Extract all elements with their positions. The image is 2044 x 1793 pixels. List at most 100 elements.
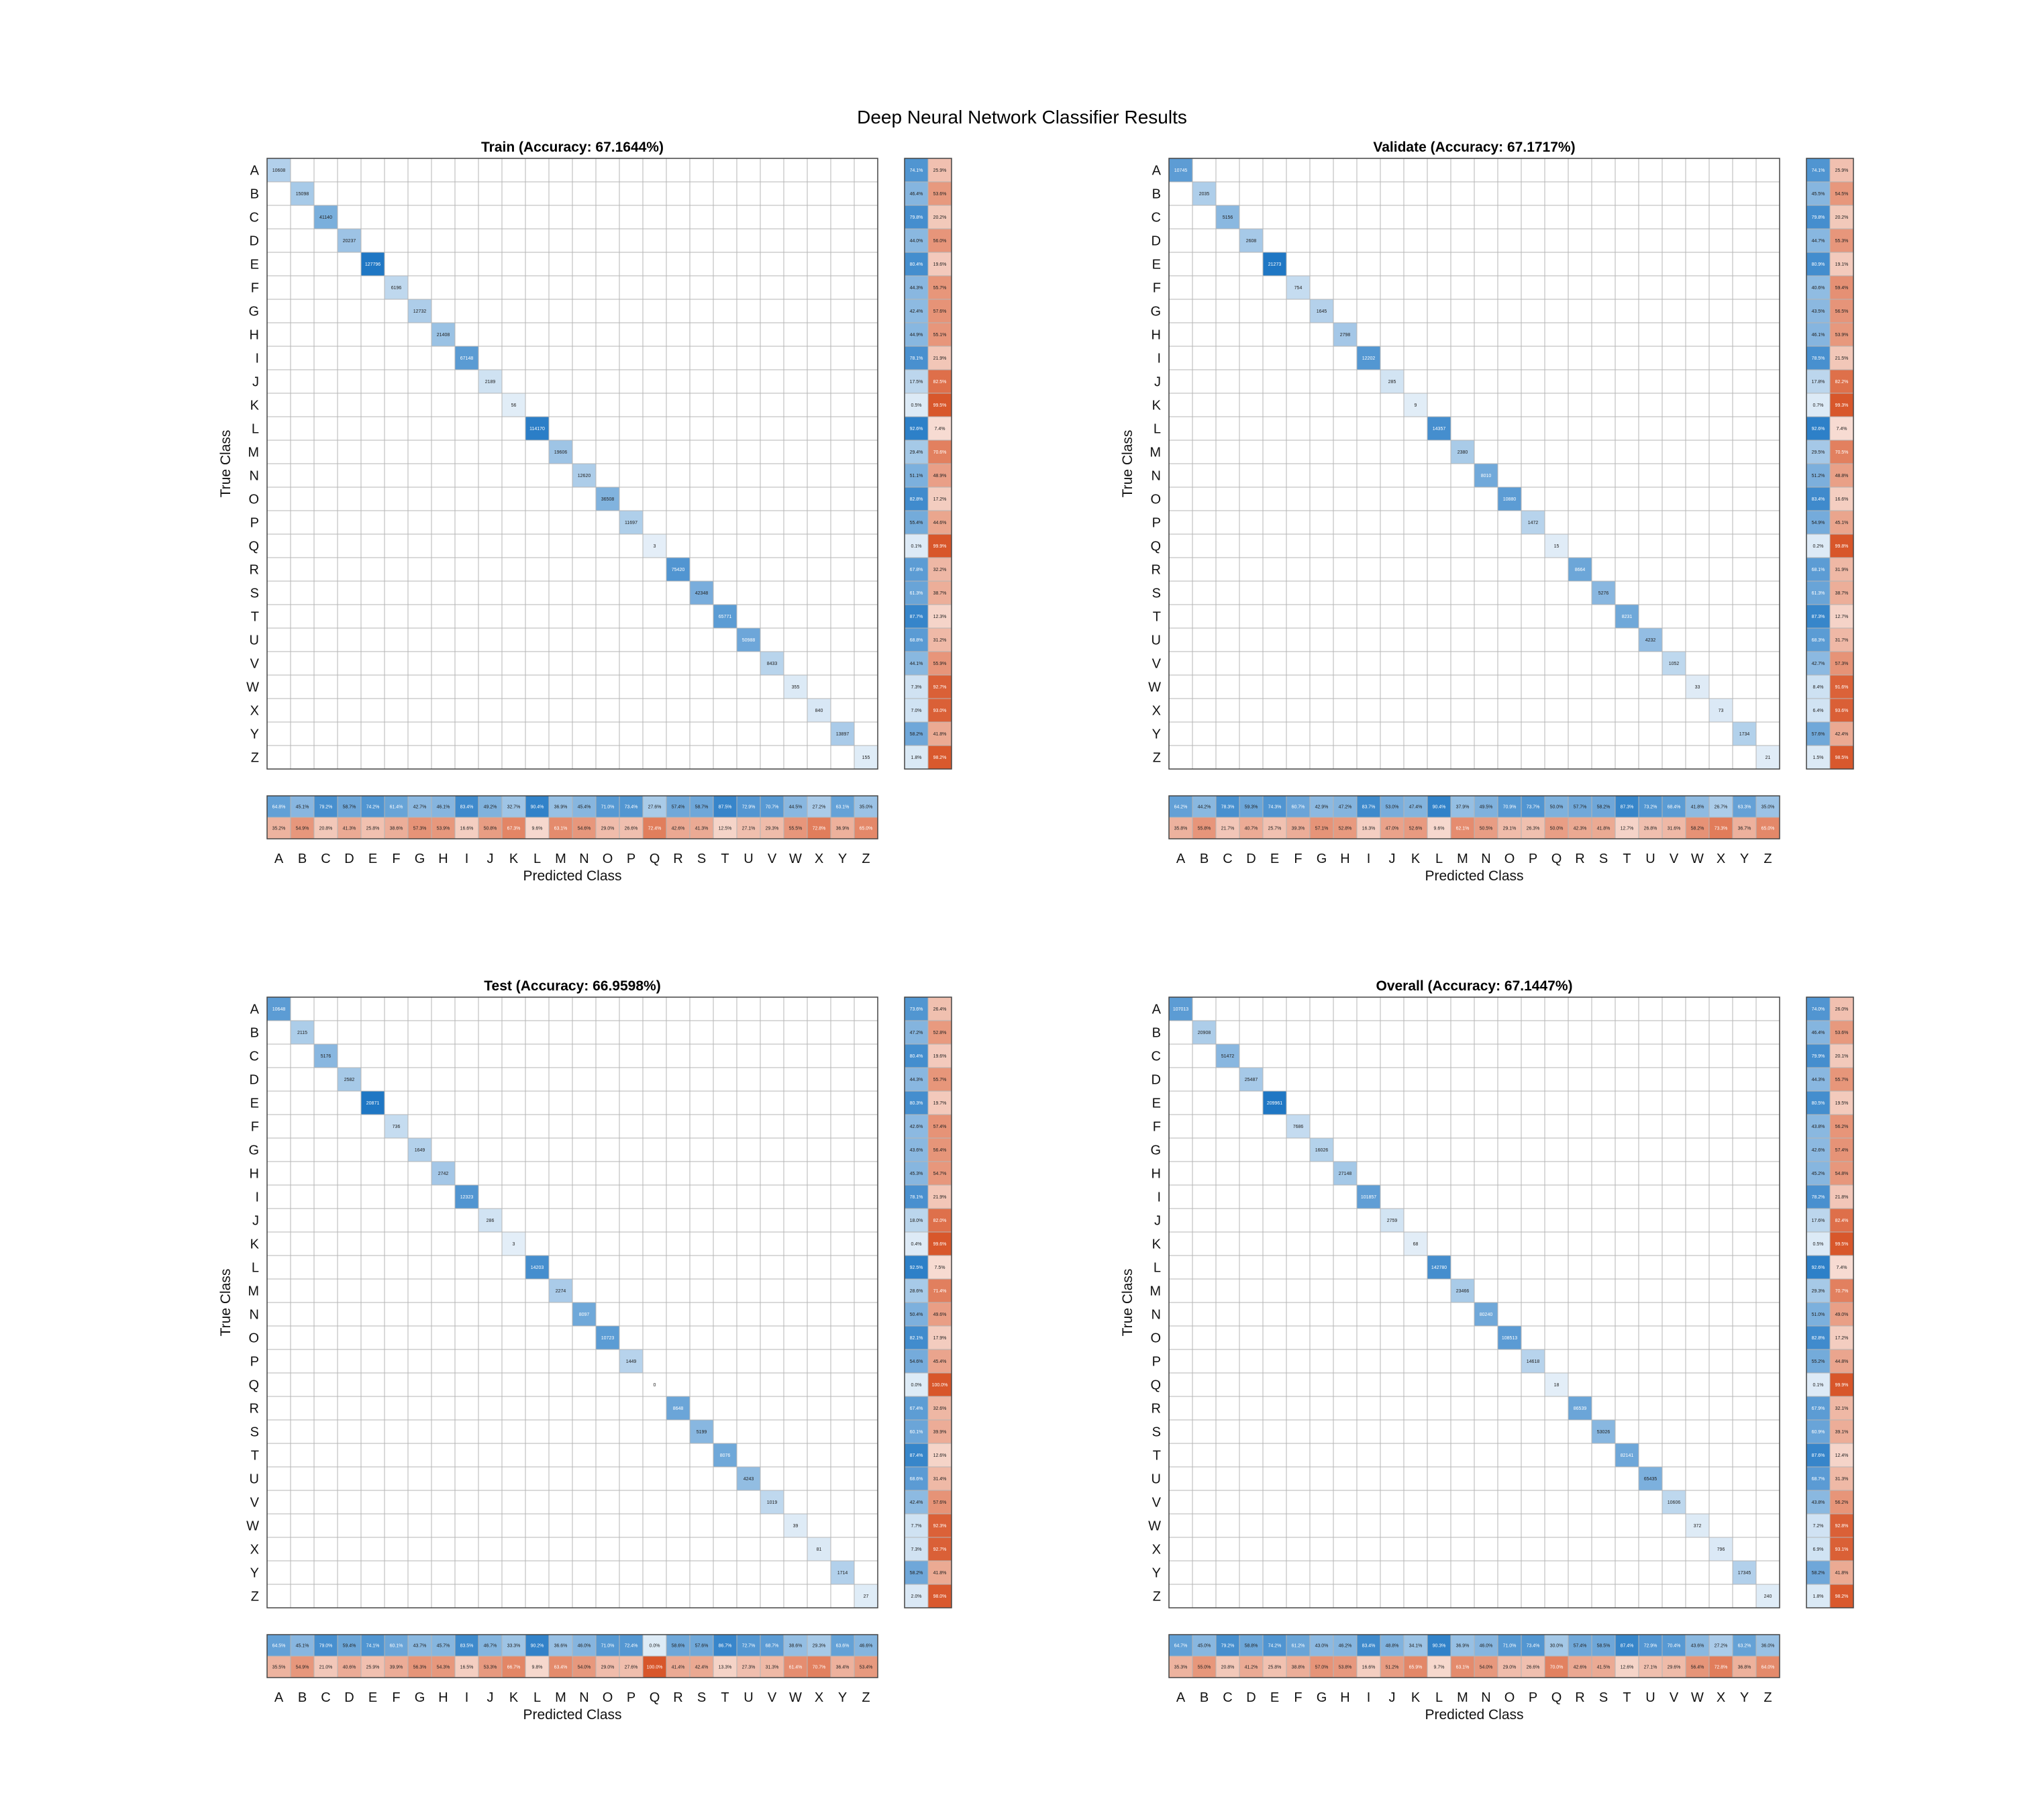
col-incorrect-pct-V: 29.6%: [1668, 1666, 1681, 1670]
x-axis-label: Predicted Class: [1425, 868, 1523, 884]
diagonal-value-G: 16026: [1315, 1148, 1329, 1153]
diagonal-value-D: 25487: [1245, 1078, 1258, 1082]
row-correct-V: [904, 1490, 929, 1515]
row-incorrect-pct-O: 17.2%: [1835, 1336, 1849, 1341]
col-correct-X: [807, 795, 831, 818]
col-incorrect-N: [1474, 817, 1498, 839]
x-tick-E: E: [1270, 852, 1279, 866]
row-correct-pct-I: 78.1%: [910, 356, 923, 361]
diagonal-value-H: 2742: [438, 1172, 449, 1176]
row-correct-S: [1806, 1419, 1831, 1444]
row-correct-pct-X: 7.3%: [911, 1547, 922, 1552]
y-tick-P: P: [250, 516, 259, 531]
col-incorrect-pct-K: 67.3%: [507, 827, 521, 831]
col-incorrect-pct-Y: 36.4%: [836, 1666, 850, 1670]
col-incorrect-pct-P: 26.6%: [1527, 1666, 1540, 1670]
col-incorrect-pct-M: 62.1%: [1456, 827, 1470, 831]
y-tick-J: J: [252, 1214, 259, 1229]
col-incorrect-G: [1309, 1655, 1334, 1678]
diagonal-cell-P: [1521, 1349, 1545, 1373]
y-tick-T: T: [251, 610, 259, 625]
x-tick-C: C: [321, 852, 330, 866]
diagonal-value-I: 101857: [1361, 1195, 1376, 1200]
y-tick-P: P: [1152, 1355, 1161, 1370]
col-correct-pct-Q: 50.0%: [1550, 805, 1564, 810]
row-incorrect-I: [927, 1184, 952, 1209]
col-correct-pct-M: 36.9%: [554, 805, 568, 810]
x-tick-H: H: [1340, 1690, 1349, 1705]
col-incorrect-W: [1685, 1655, 1710, 1678]
row-correct-pct-C: 79.8%: [910, 215, 923, 220]
x-tick-P: P: [1529, 1690, 1537, 1705]
row-incorrect-pct-G: 57.4%: [1835, 1148, 1849, 1153]
diagonal-value-Q: 0: [654, 1383, 656, 1388]
col-correct-pct-H: 46.2%: [1339, 1644, 1352, 1649]
diagonal-value-U: 4243: [744, 1477, 754, 1482]
col-incorrect-F: [384, 817, 409, 839]
col-incorrect-pct-A: 35.5%: [272, 1666, 286, 1670]
row-correct-pct-N: 51.2%: [1812, 474, 1825, 478]
diagonal-cell-L: [525, 417, 549, 440]
diagonal-value-W: 355: [792, 685, 800, 690]
row-correct-S: [904, 1419, 929, 1444]
col-correct-E: [1262, 795, 1287, 818]
col-correct-pct-R: 57.4%: [672, 805, 685, 810]
row-incorrect-pct-R: 31.9%: [1835, 568, 1849, 572]
diagonal-cell-F: [385, 276, 408, 299]
col-incorrect-pct-V: 31.6%: [1668, 827, 1681, 831]
x-tick-J: J: [1389, 852, 1396, 866]
col-incorrect-I: [454, 1655, 479, 1678]
y-tick-X: X: [1152, 704, 1161, 719]
col-incorrect-Q: [642, 817, 667, 839]
row-incorrect-pct-F: 55.7%: [933, 286, 947, 291]
diagonal-value-O: 10723: [601, 1336, 615, 1341]
row-incorrect-pct-M: 70.6%: [933, 450, 947, 455]
col-incorrect-L: [525, 1655, 550, 1678]
row-incorrect-K: [927, 393, 952, 417]
x-tick-F: F: [392, 852, 400, 866]
y-tick-R: R: [1152, 1402, 1161, 1417]
x-axis-label: Predicted Class: [523, 868, 621, 884]
y-tick-Z: Z: [1153, 751, 1161, 766]
diagonal-value-Q: 3: [654, 544, 656, 549]
diagonal-value-Z: 27: [864, 1594, 869, 1599]
y-axis-label: True Class: [1120, 1269, 1135, 1337]
diagonal-cell-G: [408, 299, 431, 323]
col-incorrect-pct-F: 38.8%: [1292, 1666, 1305, 1670]
row-correct-pct-T: 87.7%: [910, 615, 923, 619]
row-correct-pct-D: 44.3%: [910, 1078, 923, 1082]
col-incorrect-pct-R: 42.6%: [1574, 1666, 1587, 1670]
diagonal-value-D: 2582: [344, 1078, 355, 1082]
diagonal-value-Z: 240: [1764, 1594, 1772, 1599]
row-incorrect-pct-X: 93.0%: [933, 709, 947, 713]
row-correct-S: [1806, 580, 1831, 605]
x-tick-F: F: [1294, 1690, 1302, 1705]
col-incorrect-pct-Z: 64.0%: [1761, 1666, 1775, 1670]
col-correct-pct-S: 58.5%: [1597, 1644, 1611, 1649]
col-incorrect-T: [1615, 817, 1639, 839]
col-correct-pct-N: 46.0%: [578, 1644, 591, 1649]
row-incorrect-Q: [927, 1372, 952, 1397]
diagonal-cell-C: [314, 1044, 338, 1068]
row-correct-B: [1806, 1020, 1831, 1045]
x-tick-D: D: [1246, 1690, 1256, 1705]
y-tick-P: P: [1152, 516, 1161, 531]
y-tick-P: P: [250, 1355, 259, 1370]
col-correct-pct-K: 34.1%: [1409, 1644, 1423, 1649]
col-incorrect-I: [454, 817, 479, 839]
col-correct-I: [454, 795, 479, 818]
col-correct-pct-S: 57.6%: [695, 1644, 709, 1649]
col-incorrect-J: [1380, 1655, 1404, 1678]
col-incorrect-pct-F: 39.9%: [390, 1666, 403, 1670]
diagonal-value-N: 8097: [579, 1313, 590, 1317]
col-correct-U: [1638, 795, 1663, 818]
y-tick-K: K: [250, 1237, 260, 1252]
diagonal-value-N: 80240: [1480, 1313, 1493, 1317]
diagonal-cell-I: [1357, 346, 1380, 370]
row-incorrect-T: [1829, 604, 1854, 629]
row-incorrect-C: [1829, 1043, 1854, 1068]
x-tick-Q: Q: [1551, 852, 1562, 866]
col-correct-pct-J: 53.0%: [1386, 805, 1399, 810]
diagonal-value-X: 796: [1717, 1547, 1725, 1552]
row-incorrect-Y: [1829, 1560, 1854, 1585]
